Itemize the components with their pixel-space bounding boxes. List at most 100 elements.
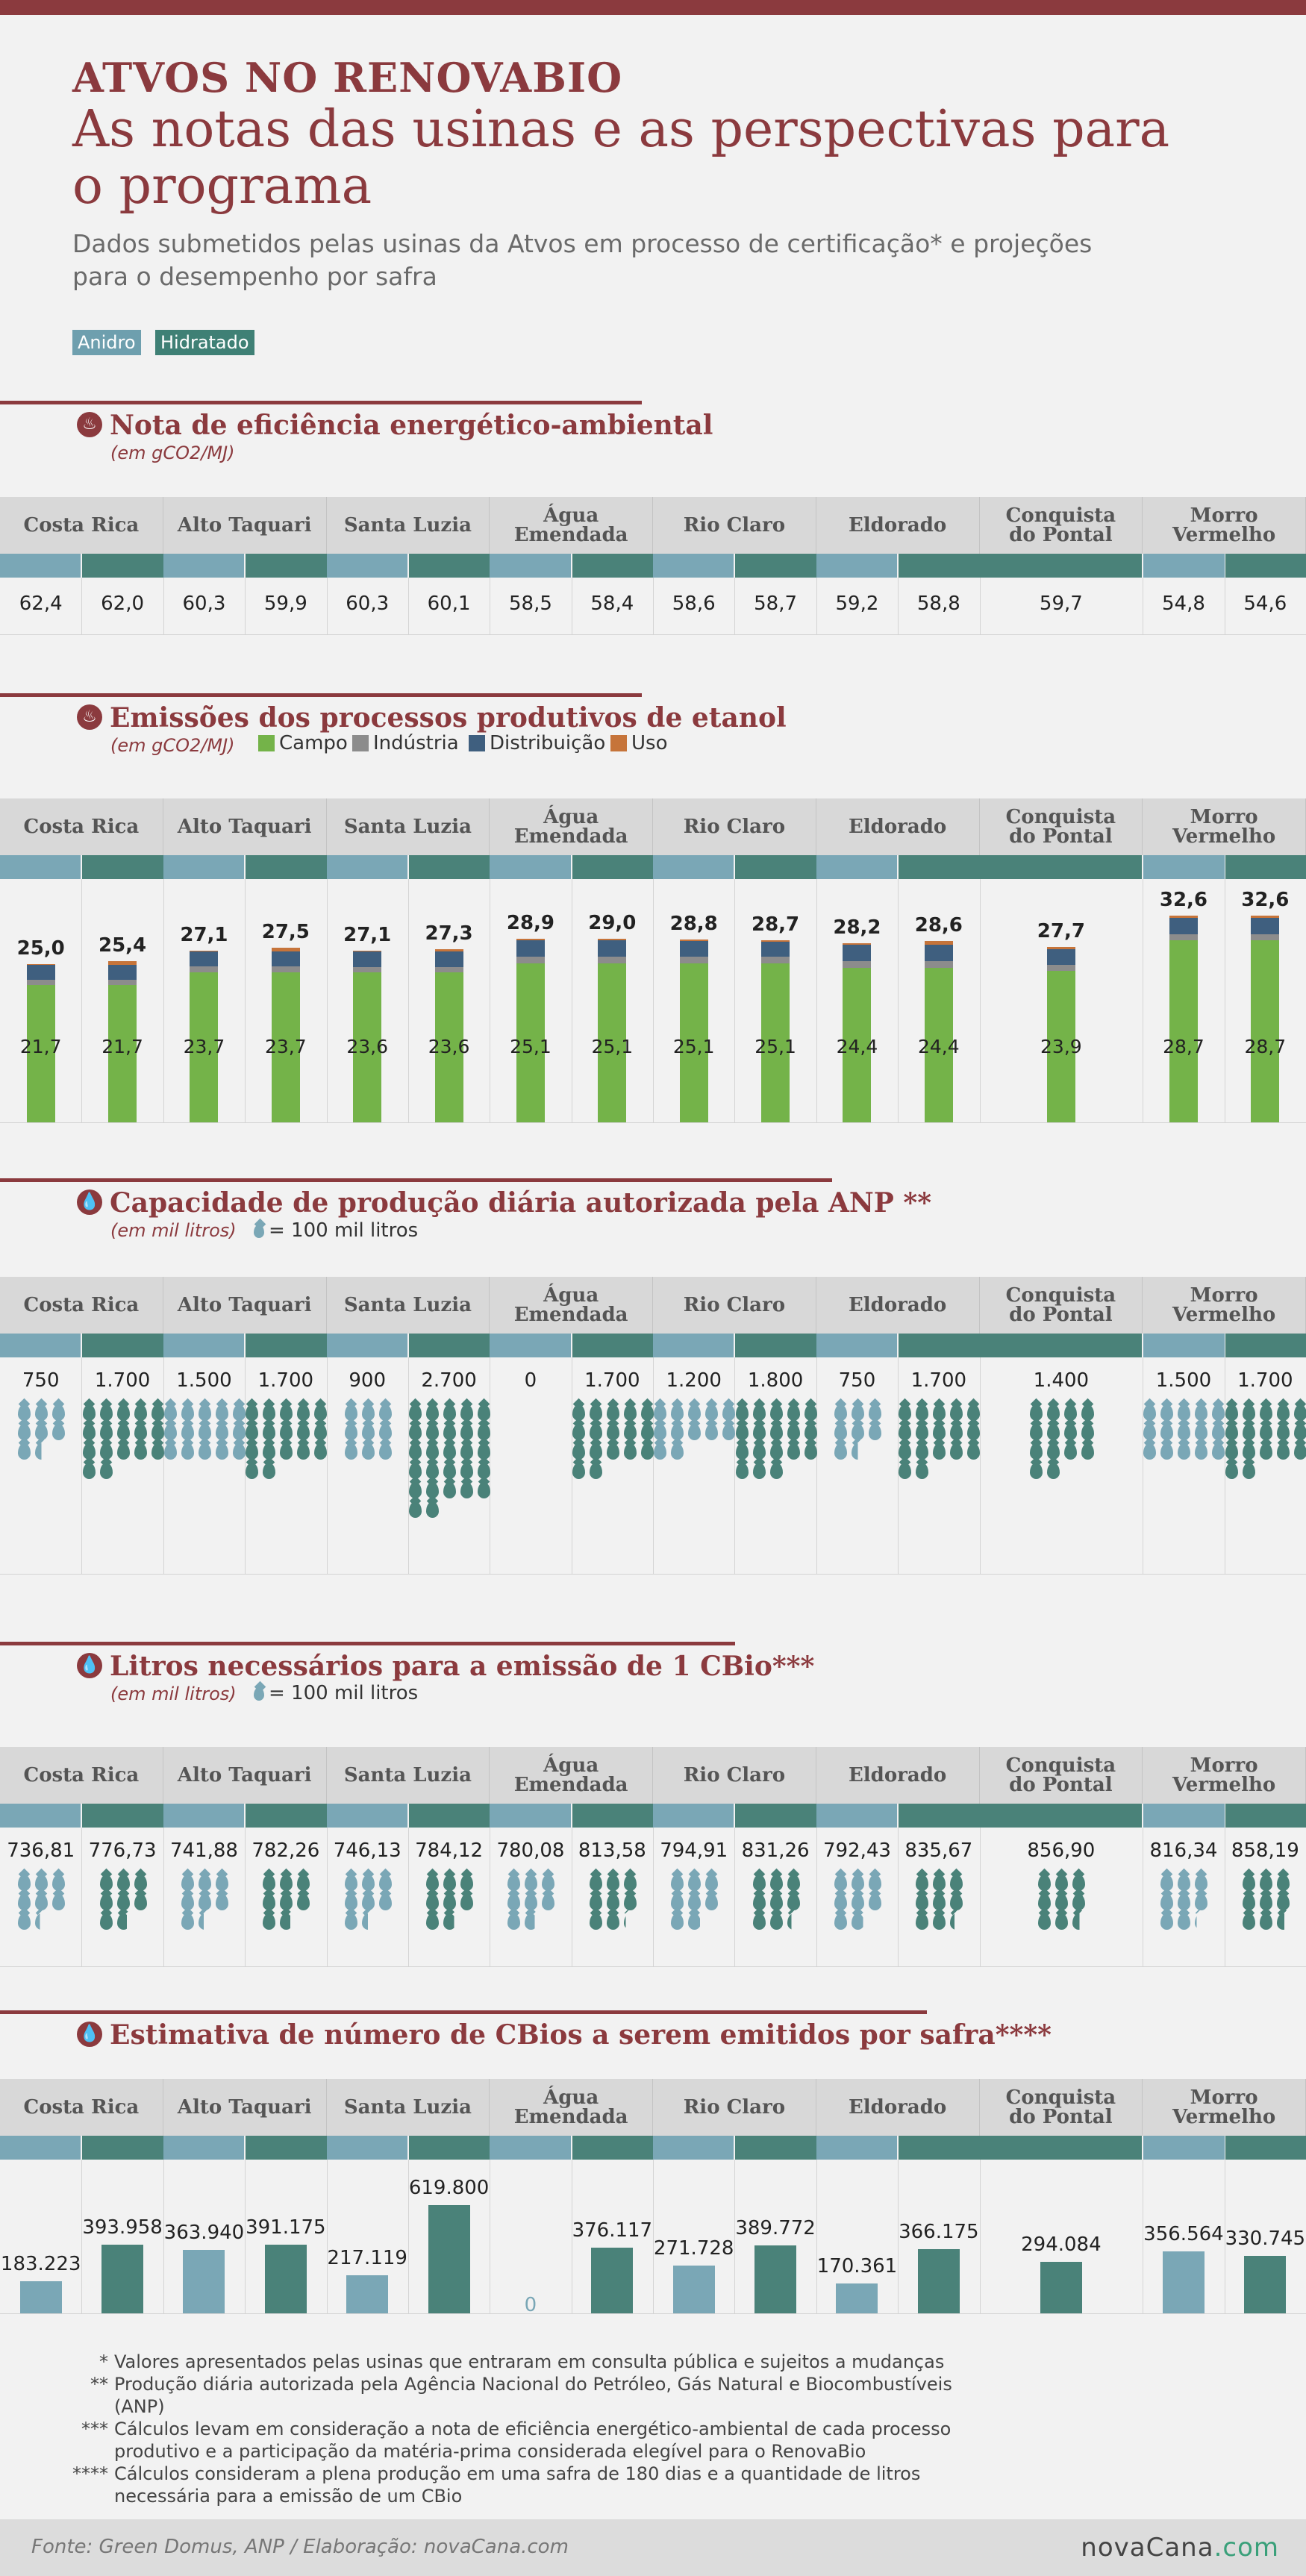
drop-icon: [752, 1463, 766, 1479]
cbio-value-label: 170.361: [816, 2255, 898, 2278]
drop-icon: [851, 1404, 864, 1421]
liters-value: 792,43: [822, 1839, 891, 1862]
bar-total-label: 27,3: [425, 922, 473, 945]
campo-value-label: 21,7: [101, 1036, 143, 1057]
drop-icon: [314, 1424, 328, 1440]
drop-icon: [525, 1875, 538, 1891]
drop-icon: [688, 1424, 702, 1440]
drop-icon: [378, 1443, 392, 1460]
cbio-value-label: 356.564: [1143, 2222, 1224, 2245]
bar-segment-campo: [924, 967, 953, 1122]
drop-icon: [752, 1875, 766, 1891]
drop-icon: [426, 1894, 440, 1910]
drop-icon: [232, 1404, 246, 1421]
drop-icon: [705, 1894, 719, 1910]
drop-icon: [254, 1225, 264, 1238]
column-divider: [81, 1357, 83, 1574]
drop-icon: [198, 1443, 211, 1460]
bar-segment-distribuição: [761, 941, 790, 957]
drop-icon: [314, 1404, 328, 1421]
type-band: [653, 1804, 734, 1828]
column-divider: [979, 1357, 981, 1574]
drop-icon: [542, 1894, 555, 1910]
drop-icon: [18, 1913, 31, 1930]
drop-icon: [181, 1894, 194, 1910]
bar-total-label: 28,8: [669, 913, 718, 936]
drop-icon: [834, 1424, 847, 1440]
drop-icon: [1259, 1875, 1272, 1891]
drop-icon: [1160, 1443, 1174, 1460]
drop-icon: [688, 1404, 702, 1421]
type-band: [1143, 855, 1225, 879]
drop-icon: [851, 1875, 864, 1891]
column-divider: [653, 1828, 654, 1966]
usina-header: Rio Claro: [653, 2079, 816, 2136]
drop-icon: [654, 1443, 667, 1460]
campo-value-label: 24,4: [918, 1036, 960, 1057]
nota-value: 62,0: [101, 593, 145, 615]
bar-total-label: 27,1: [343, 923, 392, 946]
drop-icon: [654, 1424, 667, 1440]
novacana-logo[interactable]: novaCana.com: [1081, 2533, 1279, 2563]
drop-icon: [671, 1913, 684, 1930]
bar-segment-uso: [924, 940, 953, 945]
usina-header: Costa Rica: [0, 1277, 163, 1334]
column-divider: [81, 1828, 83, 1966]
nota-value: 58,7: [754, 593, 798, 615]
liters-value: 782,26: [251, 1839, 320, 1862]
column-divider: [163, 879, 164, 1122]
column-divider: [734, 578, 736, 634]
type-band: [490, 1804, 571, 1828]
drop-icon: [950, 1894, 963, 1910]
liters-value: 813,58: [578, 1839, 646, 1862]
type-band: [82, 554, 163, 578]
type-band: [979, 554, 1143, 578]
drop-grid: [916, 1875, 965, 1930]
drop-icon: [916, 1913, 929, 1930]
drop-icon: [280, 1875, 293, 1891]
drop-icon: [254, 1687, 264, 1701]
drop-icon: [263, 1443, 276, 1460]
nota-value: 60,1: [427, 593, 471, 615]
drop-icon: [181, 1443, 194, 1460]
drop-icon: [851, 1424, 864, 1440]
cbio-bar: [1244, 2255, 1287, 2313]
drop-icon: [933, 1443, 946, 1460]
column-divider: [407, 879, 409, 1122]
type-band: [246, 2136, 327, 2160]
bar-segment-uso: [271, 948, 300, 952]
usina-header: Água Emendada: [490, 2079, 653, 2136]
drop-icon: [1225, 1424, 1238, 1440]
drop-icon: [950, 1443, 963, 1460]
drop-icon: [1259, 1404, 1272, 1421]
drop-icon: [735, 1424, 749, 1440]
bar-segment-distribuição: [1251, 918, 1280, 934]
column-divider: [816, 1357, 817, 1574]
drop-icon: [1072, 1894, 1086, 1910]
drop-icon: [82, 1463, 96, 1479]
drop-icon: [623, 1424, 637, 1440]
drop-icon: [916, 1894, 929, 1910]
usina-header: Alto Taquari: [163, 1747, 327, 1804]
drop-icon: [752, 1443, 766, 1460]
drop-icon: [722, 1424, 736, 1440]
type-band: [899, 1804, 980, 1828]
cbio-value-label: 0: [524, 2294, 537, 2316]
drop-icon: [99, 1894, 113, 1910]
type-band: [246, 855, 327, 879]
drop-icon: [1293, 1424, 1306, 1440]
bar-total-label: 25,0: [16, 937, 65, 960]
drop-icon: [1195, 1875, 1208, 1891]
usina-header: Água Emendada: [490, 1277, 653, 1334]
drop-icon: [1276, 1424, 1290, 1440]
drop-icon: [426, 1482, 440, 1498]
usina-header: Eldorado: [816, 2079, 980, 2136]
campo-value-label: 23,6: [428, 1036, 470, 1057]
type-band: [326, 1334, 407, 1357]
cbio-bar: [1162, 2251, 1205, 2313]
drop-icon: [688, 1894, 702, 1910]
cbio-bar: [264, 2245, 307, 2313]
drop-legend: = 100 mil litros: [254, 1219, 418, 1242]
drop-icon: [1055, 1913, 1069, 1930]
drop-icon: [35, 1894, 49, 1910]
